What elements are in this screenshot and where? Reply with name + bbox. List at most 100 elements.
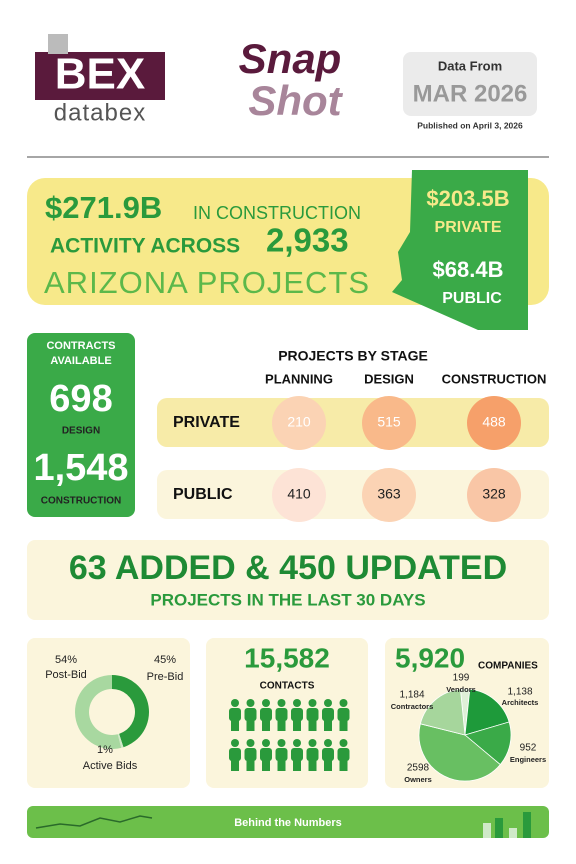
company-label: Owners [404,775,432,784]
person-legs [277,720,286,731]
bid-label: Post-Bid [45,669,87,681]
construction-value: 1,548 [33,447,128,489]
person-head [308,739,317,747]
date-box [403,52,537,116]
company-label: Engineers [510,755,546,764]
person-legs [324,760,332,771]
person-body [337,748,350,761]
logo-sub: databex [54,99,146,126]
construction-label: CONSTRUCTION [41,496,122,507]
stage-title: PROJECTS BY STAGE [278,348,428,364]
person-body [275,708,288,721]
person-body [244,708,257,721]
person-body [275,748,288,761]
person-head [246,739,255,747]
person-legs [308,760,317,771]
stage-value: 515 [377,414,401,430]
bid-label: Pre-Bid [147,671,184,683]
public-row [157,470,549,519]
person-head [231,699,239,707]
stage-bubble [362,468,416,522]
private-row [157,398,549,447]
pie-slice [419,688,466,736]
stage-value: 488 [482,414,506,430]
footer-bar-icon [483,823,491,838]
person-head [339,739,348,747]
total: $271.9B [45,190,162,225]
public-label: PUBLIC [442,290,502,307]
person-head [339,699,348,707]
person-legs [262,720,270,731]
person-body [229,748,241,761]
person-legs [308,720,317,731]
footer-trend [35,815,153,829]
summary-line2: ACTIVITY ACROSS [50,235,240,258]
logo: BEX [55,50,145,99]
data-from: Data From [438,58,502,73]
stage-row-label: PUBLIC [173,486,233,503]
snap: Snap [239,35,342,82]
footer-bar-icon [523,812,531,838]
stage-value: 328 [482,486,506,502]
person-body [260,748,272,761]
company-label: Vendors [446,685,476,694]
person-body [229,708,241,721]
stage-value: 410 [287,486,311,502]
company-label: Contractors [391,702,434,711]
pie-slice [464,721,512,766]
companies-label: COMPANIES [478,661,538,672]
donut-segment [117,733,124,748]
contracts-box [27,333,135,517]
footer-bar [27,806,549,838]
company-value: 1,184 [399,690,424,701]
summary-line1: IN CONSTRUCTION [193,203,361,223]
stage-value: 363 [377,486,401,502]
pie-slice [418,723,501,782]
person-head [324,739,332,747]
person-body [244,748,257,761]
company-value: 952 [520,743,537,754]
bid-value: 45% [154,654,176,666]
person-legs [293,720,301,731]
person-legs [262,760,270,771]
contracts-title: CONTRACTS [46,340,115,352]
logo-box [35,52,165,100]
person-head [246,699,255,707]
public-value: $68.4B [433,257,504,282]
person-legs [324,720,332,731]
arizona-shape [392,170,528,330]
logo-tab [48,34,68,54]
updates-headline: 63 ADDED & 450 UPDATED [69,549,507,587]
person-body [260,708,272,721]
person-legs [339,720,348,731]
footer-label: Behind the Numbers [234,817,342,829]
donut-segment [74,675,122,750]
updates-box [27,540,549,620]
bid-label: Active Bids [83,760,138,772]
person-legs [277,760,286,771]
person-head [293,699,301,707]
person-legs [246,760,255,771]
stage-bubble [272,396,326,450]
month: MAR 2026 [413,80,528,107]
published: Published on April 3, 2026 [417,120,523,130]
stage-row-label: PRIVATE [173,414,240,431]
design-value: 698 [49,378,112,420]
person-head [262,699,270,707]
person-head [277,699,286,707]
stage-column: DESIGN [364,371,414,386]
stage-bubble [467,468,521,522]
person-head [277,739,286,747]
person-body [306,748,319,761]
projects: 2,933 [266,222,349,259]
person-head [231,739,239,747]
person-legs [231,720,239,731]
updates-sub: PROJECTS IN THE LAST 30 DAYS [150,590,425,609]
person-legs [246,720,255,731]
design-label: DESIGN [62,426,100,437]
person-body [291,748,303,761]
companies-value: 5,920 [395,642,465,673]
stage-value: 210 [287,414,311,430]
